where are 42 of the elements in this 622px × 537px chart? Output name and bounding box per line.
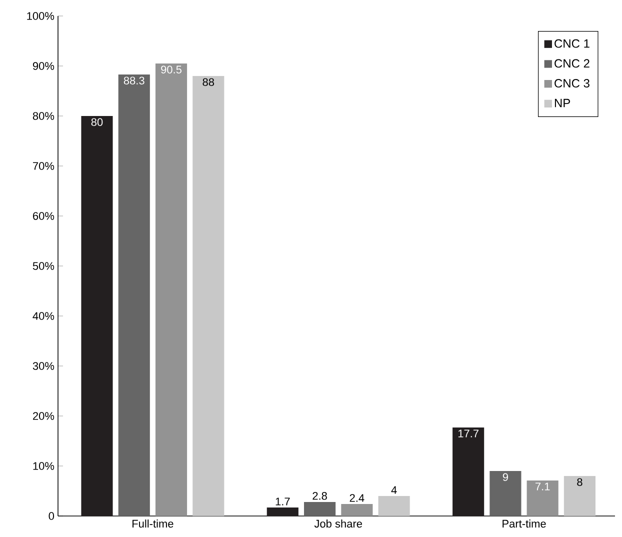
bar (266, 507, 298, 516)
data-label: 90.5 (161, 66, 182, 74)
legend-label: CNC 2 (554, 59, 590, 68)
y-tick-label: 70% (33, 162, 54, 170)
bar (526, 480, 558, 516)
bar (564, 476, 596, 516)
data-label: 1.7 (276, 498, 290, 506)
y-tick-label: 80% (32, 112, 54, 120)
y-tick-label: 20% (33, 412, 54, 420)
data-label: 2.8 (312, 492, 327, 500)
y-tick-label: 10% (33, 462, 54, 470)
x-tick-label: Job share (314, 520, 362, 528)
bar (192, 76, 224, 516)
bar (490, 470, 522, 516)
x-tick-label: Full-time (132, 520, 174, 528)
legend-label: CNC 3 (554, 79, 590, 88)
data-label: 2.4 (350, 494, 364, 502)
bar (118, 74, 150, 516)
data-label: 7.1 (536, 482, 550, 490)
y-tick-label: 40% (32, 312, 54, 320)
data-label: 88 (202, 78, 214, 86)
data-label: 8 (577, 478, 582, 486)
bar (304, 502, 336, 516)
y-tick-label: 100% (27, 12, 54, 20)
y-tick-label: 30% (32, 362, 54, 370)
legend-label: NP (554, 98, 570, 108)
data-label: 9 (502, 473, 508, 481)
x-tick-label: Part-time (502, 520, 546, 528)
bar (341, 504, 373, 516)
data-label: 88.3 (124, 76, 144, 84)
y-tick-label: 60% (33, 212, 54, 220)
data-label: 17.7 (458, 430, 478, 438)
bar (81, 116, 113, 516)
y-tick-label: 90% (32, 62, 54, 70)
bar (155, 63, 188, 516)
bar (378, 496, 410, 516)
legend-label: CNC 1 (554, 39, 590, 48)
bar (452, 427, 484, 516)
data-label: 80 (91, 118, 103, 126)
y-tick-label: 50% (32, 262, 54, 270)
data-label: 4 (391, 486, 397, 494)
y-tick-label: 0 (48, 512, 54, 520)
